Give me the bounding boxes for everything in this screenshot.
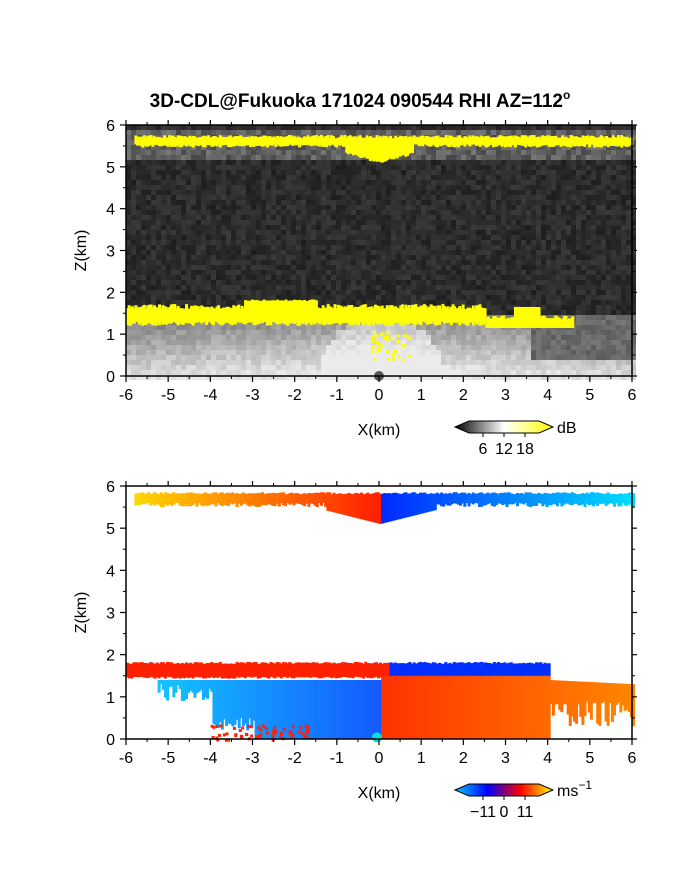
x-tick-label: -1 xyxy=(330,387,344,404)
figure-title: 3D-CDL@Fukuoka 171024 090544 RHI AZ=112o xyxy=(150,88,571,112)
y-tick-label: 3 xyxy=(106,606,115,623)
x-tick-label: 6 xyxy=(628,750,637,767)
velocity-colorbar-unit: ms−1 xyxy=(557,778,592,800)
x-tick-label: -2 xyxy=(288,387,302,404)
y-tick-label: 2 xyxy=(106,648,115,665)
y-tick-label: 3 xyxy=(106,244,115,261)
reflectivity-colorbar-tick-label: 18 xyxy=(516,441,534,458)
y-axis-label: Z(km) xyxy=(73,230,90,272)
x-tick-label: 0 xyxy=(375,750,384,767)
reflectivity-colorbar-tick-label: 6 xyxy=(479,441,488,458)
reflectivity-colorbar-bar xyxy=(453,420,555,434)
y-tick-label: 6 xyxy=(106,118,115,135)
x-tick-label: -5 xyxy=(161,750,175,767)
velocity-colorbar-bar xyxy=(453,783,555,797)
x-tick-label: -6 xyxy=(119,387,133,404)
x-tick-label: 4 xyxy=(543,750,552,767)
y-tick-label: 2 xyxy=(106,285,115,302)
reflectivity-colorbar-tick-label: 12 xyxy=(495,441,513,458)
velocity-colorbar: −11 0 11 ms−1 xyxy=(453,778,592,821)
x-tick-label: 3 xyxy=(501,750,510,767)
x-tick-label: -2 xyxy=(288,750,302,767)
y-tick-label: 1 xyxy=(106,690,115,707)
x-tick-label: 1 xyxy=(417,387,426,404)
y-axis: 0 1 2 3 4 5 6 xyxy=(106,479,637,749)
x-tick-label: -3 xyxy=(245,387,259,404)
y-tick-label: 1 xyxy=(106,327,115,344)
x-tick-label: -3 xyxy=(245,750,259,767)
y-tick-label: 4 xyxy=(106,202,115,219)
velocity-field xyxy=(126,492,635,743)
upper-cloud-layer xyxy=(134,135,634,163)
x-tick-label: -6 xyxy=(119,750,133,767)
x-axis: -6 -5 -4 -3 -2 -1 0 1 2 3 4 5 6 xyxy=(119,481,637,767)
velocity-colorbar-tick-label: 0 xyxy=(500,804,509,821)
y-tick-label: 0 xyxy=(106,369,115,386)
lower-cloud-layer xyxy=(126,299,575,328)
x-tick-label: 3 xyxy=(501,387,510,404)
x-tick-label: -5 xyxy=(161,387,175,404)
velocity-colorbar-tick-label: −11 xyxy=(470,804,496,821)
velocity-colorbar-tick-label: 11 xyxy=(517,804,534,821)
near-ground-echo xyxy=(370,330,412,362)
x-axis: -6 -5 -4 -3 -2 -1 0 1 2 3 4 5 6 xyxy=(119,120,637,404)
x-tick-label: 5 xyxy=(585,387,594,404)
y-axis: 0 1 2 3 4 5 6 xyxy=(106,118,637,386)
lower-layer-velocity xyxy=(126,661,635,742)
y-axis-label: Z(km) xyxy=(73,592,90,634)
y-tick-label: 5 xyxy=(106,160,115,177)
reflectivity-colorbar-unit: dB xyxy=(557,420,577,437)
x-tick-label: 4 xyxy=(543,387,552,404)
x-tick-label: -4 xyxy=(203,387,217,404)
radar-origin xyxy=(371,732,382,743)
y-tick-label: 0 xyxy=(106,732,115,749)
x-axis-label: X(km) xyxy=(358,785,401,802)
x-tick-label: 5 xyxy=(585,750,594,767)
upper-layer-velocity xyxy=(134,492,635,524)
x-tick-label: -1 xyxy=(330,750,344,767)
x-axis-label: X(km) xyxy=(358,422,401,439)
x-tick-label: 2 xyxy=(459,387,468,404)
x-tick-label: 6 xyxy=(628,387,637,404)
x-tick-label: 0 xyxy=(375,387,384,404)
x-tick-label: -4 xyxy=(203,750,217,767)
x-tick-label: 2 xyxy=(459,750,468,767)
x-tick-label: 1 xyxy=(417,750,426,767)
y-tick-label: 6 xyxy=(106,479,115,496)
reflectivity-field xyxy=(126,125,636,381)
reflectivity-colorbar: 6 12 18 dB xyxy=(453,420,577,458)
y-tick-label: 5 xyxy=(106,521,115,538)
y-tick-label: 4 xyxy=(106,563,115,580)
